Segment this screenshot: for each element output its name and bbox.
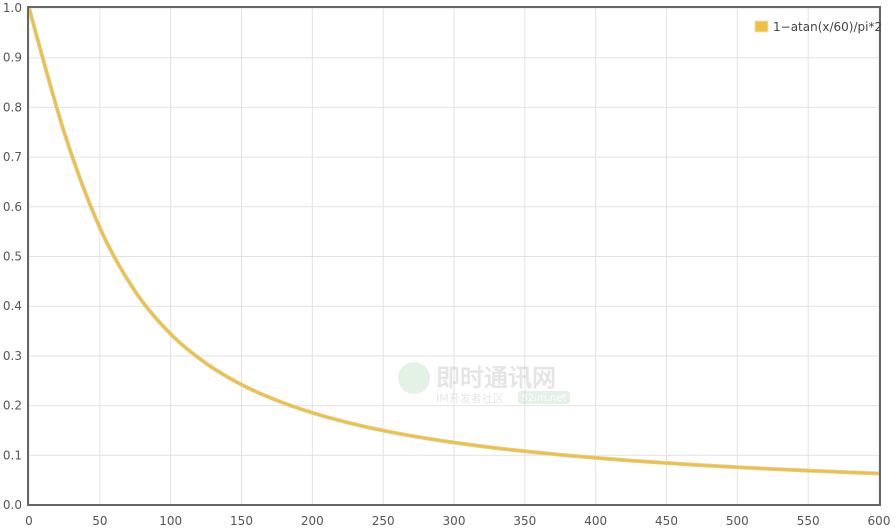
y-tick-label: 0.2 bbox=[3, 399, 22, 413]
y-tick-label: 0.9 bbox=[3, 51, 22, 65]
series-layer bbox=[27, 7, 880, 476]
x-tick-label: 400 bbox=[584, 514, 607, 528]
y-tick-label: 0.7 bbox=[3, 150, 22, 164]
y-tick-label: 0.0 bbox=[3, 498, 22, 512]
y-tick-label: 0.1 bbox=[3, 448, 22, 462]
x-tick-label: 500 bbox=[726, 514, 749, 528]
x-axis: 0 50 100 150 200 250 300 350 400 450 500 550 600 bbox=[25, 514, 890, 528]
x-tick-label: 350 bbox=[513, 514, 536, 528]
x-tick-label: 300 bbox=[443, 514, 466, 528]
watermark-logo: 即时通讯网 IM开发者社区 52im.net bbox=[398, 362, 570, 405]
x-tick-label: 450 bbox=[655, 514, 678, 528]
legend-swatch bbox=[754, 20, 769, 33]
y-tick-label: 0.5 bbox=[3, 250, 22, 264]
plot-frame bbox=[27, 6, 881, 506]
y-tick-label: 0.3 bbox=[3, 349, 22, 363]
x-tick-label: 250 bbox=[372, 514, 395, 528]
watermark-title: 即时通讯网 bbox=[436, 364, 556, 392]
x-tick-label: 200 bbox=[301, 514, 324, 528]
legend-label: 1−atan(x/60)/pi*2 bbox=[773, 20, 882, 34]
x-tick-label: 100 bbox=[159, 514, 182, 528]
watermark-subtitle: IM开发者社区 bbox=[436, 391, 504, 405]
y-tick-label: 0.4 bbox=[3, 299, 22, 313]
watermark-site-badge bbox=[518, 391, 570, 404]
grid bbox=[28, 7, 880, 506]
x-tick-label: 600 bbox=[868, 514, 891, 528]
watermark-site: 52im.net bbox=[522, 393, 567, 404]
y-axis: 0.0 0.1 0.2 0.3 0.4 0.5 0.6 0.7 0.8 0.9 1.0 bbox=[3, 1, 22, 512]
watermark-logo-icon bbox=[398, 362, 430, 394]
y-tick-label: 1.0 bbox=[3, 1, 22, 15]
x-tick-label: 50 bbox=[92, 514, 107, 528]
y-tick-label: 0.6 bbox=[3, 200, 22, 214]
x-tick-label: 550 bbox=[797, 514, 820, 528]
series-line bbox=[27, 7, 880, 475]
x-tick-label: 0 bbox=[25, 514, 33, 528]
x-tick-label: 150 bbox=[230, 514, 253, 528]
y-tick-label: 0.8 bbox=[3, 100, 22, 114]
legend[interactable]: 1−atan(x/60)/pi*2 bbox=[754, 20, 882, 34]
